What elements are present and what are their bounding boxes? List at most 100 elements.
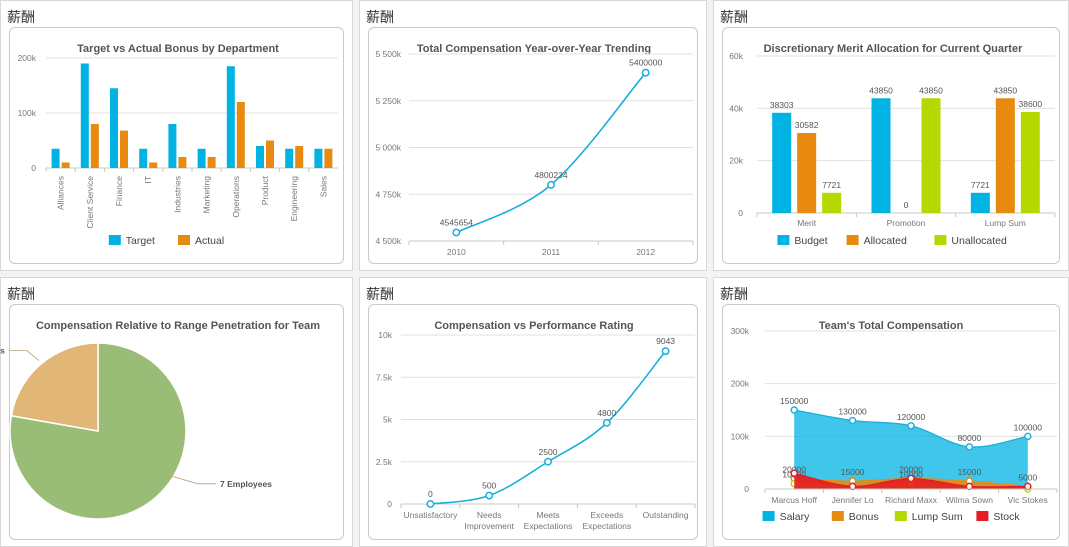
y-tick-label: 20k: [729, 156, 743, 166]
x-tick-label: Operations: [231, 176, 241, 218]
x-tick-label: 2011: [542, 247, 561, 257]
legend-label: Stock: [993, 511, 1020, 523]
data-label: 500: [482, 481, 496, 491]
x-tick-label: Wilma Sown: [946, 495, 994, 505]
chart-title: Target vs Actual Bonus by Department: [77, 43, 279, 55]
chart-card: Team's Total Compensation 0 100k 200k 300k 15…: [722, 304, 1060, 540]
data-label: 100000: [1014, 422, 1043, 432]
legend-swatch: [846, 235, 859, 245]
leader-line: [171, 475, 216, 485]
chart-title: Team's Total Compensation: [819, 320, 964, 332]
bar: [324, 148, 333, 168]
y-tick-label: 4 500k: [375, 236, 401, 246]
bar: [149, 162, 158, 168]
data-point: [544, 457, 552, 466]
panel-performance: 薪酬 Compensation vs Performance Rating 0 2.…: [359, 277, 707, 547]
x-tick-label: Vic Stokes: [1008, 495, 1048, 505]
x-tick-label: Product: [260, 175, 270, 205]
data-label: 150000: [780, 396, 809, 406]
bar: [772, 112, 792, 213]
y-tick-label: 5 000k: [375, 143, 401, 153]
x-tick-label: Merit: [797, 218, 817, 228]
chart-card: Compensation Relative to Range Penetrati…: [0, 304, 344, 540]
data-point: [547, 180, 555, 189]
x-tick-label: Finance: [114, 176, 124, 207]
x-tick-label: Lump Sum: [985, 218, 1026, 228]
data-point: [1024, 432, 1032, 441]
y-tick-label: 0: [744, 484, 749, 494]
bonus-bar-chart: Target vs Actual Bonus by Department 0 100…: [18, 43, 338, 247]
y-tick-label: 0: [738, 208, 743, 218]
data-point: [965, 443, 974, 451]
data-label: 7721: [822, 180, 841, 190]
legend-label: Actual: [195, 235, 224, 247]
data-label: 0: [428, 489, 433, 499]
legend-swatch: [762, 511, 775, 521]
bar: [256, 146, 264, 168]
data-label: 43850: [994, 85, 1018, 95]
data-label: 80000: [958, 433, 982, 443]
data-label: 38600: [1019, 99, 1043, 109]
chart-card: Total Compensation Year-over-Year Trendi…: [368, 27, 698, 264]
data-label: 20000: [899, 464, 923, 474]
data-label: 43850: [919, 85, 943, 95]
data-label: 9043: [656, 336, 675, 346]
series-line: [455, 72, 647, 234]
data-point: [848, 482, 857, 491]
data-point: [965, 482, 974, 491]
panel-header: 薪酬: [366, 10, 394, 26]
bar: [168, 124, 177, 168]
x-tick-label: IT: [143, 176, 153, 184]
x-tick-label: Improvement: [464, 521, 514, 531]
bar: [80, 63, 89, 168]
data-point: [661, 347, 670, 356]
legend-label: Allocated: [864, 235, 907, 247]
legend-swatch: [777, 235, 790, 245]
panel-header: 薪酬: [720, 287, 748, 303]
y-tick-label: 100k: [731, 431, 750, 441]
x-tick-label: Industries: [172, 176, 182, 213]
bar: [797, 132, 817, 213]
bar: [226, 66, 235, 168]
panel-merit: 薪酬 Discretionary Merit Allocation for Cu…: [713, 0, 1069, 271]
bar: [110, 88, 118, 168]
team-area-chart: Team's Total Compensation 0 100k 200k 300k 15…: [731, 320, 1058, 523]
x-tick-label: Marcus Hoff: [771, 495, 817, 505]
chart-title: Compensation vs Performance Rating: [434, 320, 633, 332]
panel-range: 薪酬 Compensation Relative to Range Penetr…: [0, 277, 353, 547]
panel-header: 薪酬: [7, 287, 35, 303]
legend-swatch: [934, 235, 947, 245]
legend-label: Target: [126, 235, 155, 247]
data-label: 120000: [897, 412, 926, 422]
leader-line: [8, 350, 40, 361]
merit-bar-chart: Discretionary Merit Allocation for Curre…: [729, 43, 1056, 247]
data-point: [848, 416, 857, 425]
y-tick-label: 10k: [378, 330, 392, 340]
data-label: 20000: [782, 464, 806, 474]
bar: [921, 98, 941, 213]
y-tick-label: 5k: [383, 415, 393, 425]
bar: [995, 98, 1015, 213]
chart-card: Discretionary Merit Allocation for Curre…: [722, 27, 1060, 264]
x-tick-label: Needs: [477, 510, 502, 520]
x-tick-label: Promotion: [887, 218, 926, 228]
panel-header: 薪酬: [720, 10, 748, 26]
x-tick-label: Outstanding: [643, 510, 689, 520]
data-point: [602, 418, 611, 427]
bar: [90, 124, 99, 168]
bar: [285, 148, 294, 168]
data-point: [641, 68, 650, 77]
chart-title: Discretionary Merit Allocation for Curre…: [764, 43, 1023, 55]
chart-title: Compensation Relative to Range Penetrati…: [36, 320, 320, 332]
x-tick-label: Engineering: [289, 176, 299, 222]
legend-label: Lump Sum: [912, 511, 963, 523]
chart-title: Total Compensation Year-over-Year Trendi…: [417, 43, 651, 55]
x-tick-label: Expectations: [582, 521, 631, 531]
legend-label: Budget: [794, 235, 827, 247]
bar: [314, 148, 323, 168]
x-tick-label: Sales: [318, 176, 328, 197]
y-tick-label: 4 750k: [375, 189, 401, 199]
x-tick-label: 2012: [636, 247, 655, 257]
legend-label: Unallocated: [951, 235, 1007, 247]
legend-label: Salary: [780, 511, 811, 523]
